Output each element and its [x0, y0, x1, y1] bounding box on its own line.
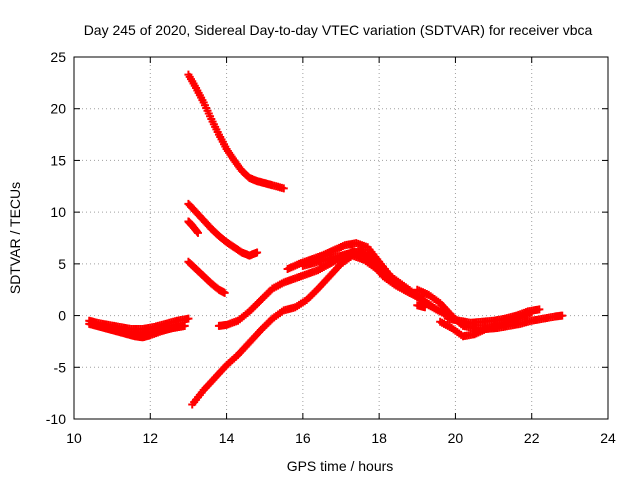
y-tick-label: -10 — [46, 411, 66, 427]
x-tick-label: 24 — [600, 430, 616, 446]
series-arc-mid-decay — [184, 199, 262, 260]
data-point — [193, 228, 202, 237]
x-tick-label: 20 — [448, 430, 464, 446]
y-tick-label: -5 — [54, 359, 67, 375]
x-tick-label: 12 — [142, 430, 158, 446]
x-tick-label: 14 — [219, 430, 235, 446]
y-tick-label: 0 — [58, 308, 66, 324]
chart-title: Day 245 of 2020, Sidereal Day-to-day VTE… — [84, 22, 593, 38]
data-point — [253, 248, 262, 257]
series-arc-low-decay — [184, 257, 229, 297]
x-tick-label: 18 — [371, 430, 387, 446]
y-axis-label: SDTVAR / TECUs — [7, 182, 23, 294]
x-axis: 10 12 14 16 18 20 22 24 — [66, 57, 616, 446]
data-point — [184, 314, 193, 323]
data-point — [436, 307, 445, 316]
x-tick-label: 22 — [524, 430, 540, 446]
x-tick-label: 10 — [66, 430, 82, 446]
series-arc-c-morning — [100, 321, 189, 338]
series-arc-high-decay — [184, 70, 288, 193]
data-point — [558, 311, 567, 320]
x-axis-label: GPS time / hours — [287, 458, 394, 474]
data-point — [420, 303, 429, 312]
data-point — [220, 288, 229, 297]
x-tick-label: 16 — [295, 430, 311, 446]
y-tick-label: 25 — [50, 49, 66, 65]
y-axis: -10 -5 0 5 10 15 20 25 — [46, 49, 608, 427]
y-tick-label: 5 — [58, 256, 66, 272]
y-tick-label: 10 — [50, 204, 66, 220]
series-arc-late-c — [443, 305, 544, 327]
series-arc-short — [184, 217, 202, 237]
plot-frame — [73, 56, 609, 420]
data-point — [279, 184, 288, 193]
data-points — [85, 70, 567, 409]
data-point — [535, 305, 544, 314]
y-tick-label: 20 — [50, 101, 66, 117]
data-point — [180, 321, 189, 330]
series-arc-late-d — [413, 301, 429, 312]
y-tick-label: 15 — [50, 152, 66, 168]
series-arc-peak-b — [298, 247, 445, 316]
